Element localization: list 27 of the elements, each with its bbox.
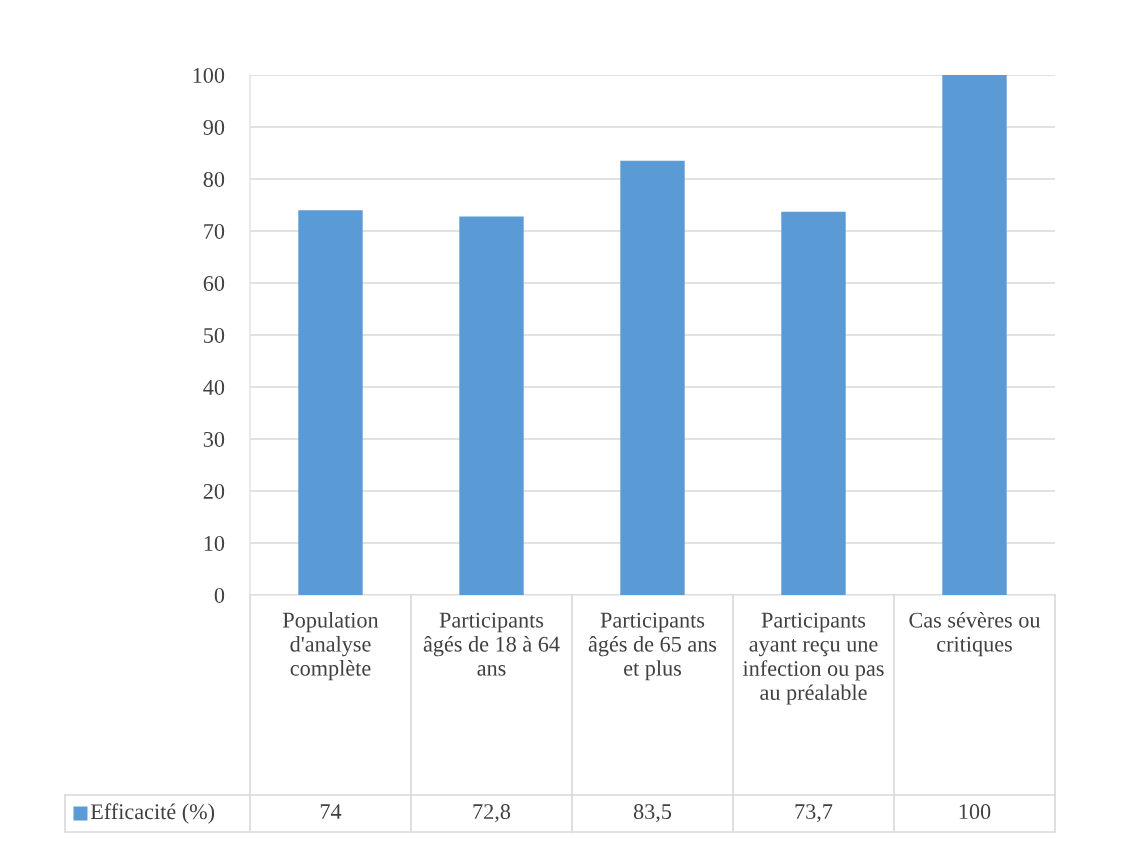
y-tick-label: 60	[203, 275, 225, 291]
x-tick-label: Participants ayant reçu une infection ou pas au préalable	[742, 612, 884, 705]
y-tick-label: 90	[203, 119, 225, 135]
bar	[459, 216, 524, 595]
bar	[942, 75, 1007, 595]
data-label: 83,5	[633, 804, 672, 823]
x-tick-label: Population d'analyse complète	[282, 612, 379, 681]
x-tick-label: Participants âgés de 65 ans et plus	[588, 612, 717, 681]
bar	[620, 160, 685, 595]
y-tick-label: 30	[203, 431, 225, 447]
x-tick-label: Participants âgés de 18 à 64 ans	[423, 612, 560, 676]
bar	[781, 211, 846, 595]
x-tick-label: Cas sévères ou critiques	[909, 611, 1041, 657]
y-tick-label: 20	[203, 483, 225, 499]
bar	[298, 210, 363, 595]
y-tick-label: 70	[204, 223, 225, 239]
y-tick-label: 100	[193, 67, 225, 83]
data-label: 72,8	[473, 804, 511, 823]
y-tick-label: 0	[214, 587, 225, 603]
data-label: 73,7	[795, 804, 833, 823]
y-tick-label: 10	[204, 535, 225, 551]
data-label: 100	[959, 804, 991, 820]
y-tick-label: 40	[203, 379, 225, 395]
data-label: 74	[320, 804, 342, 819]
y-tick-label: 50	[204, 327, 225, 343]
legend-label: Efficacité (%)	[90, 803, 215, 824]
y-tick-label: 80	[203, 171, 225, 187]
